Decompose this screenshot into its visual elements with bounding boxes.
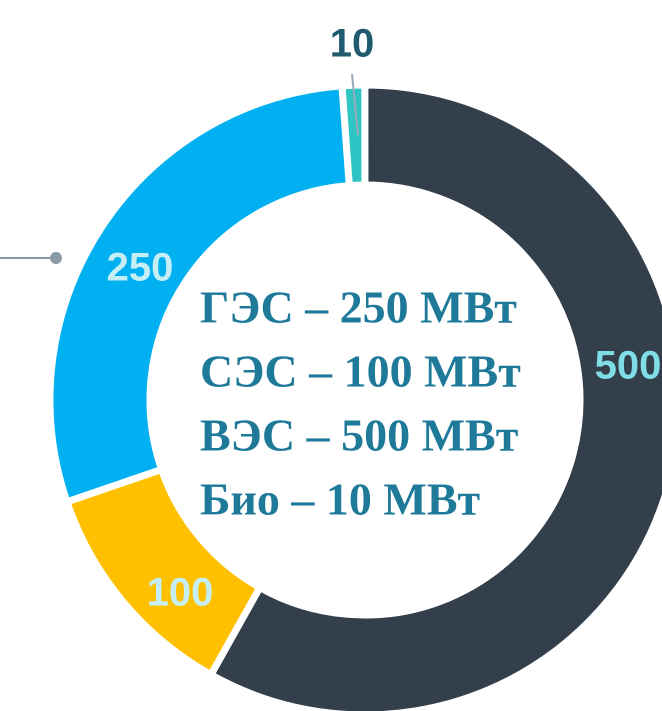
leader-dot [50, 252, 62, 264]
data-label: 500 [595, 344, 662, 388]
data-label: 10 [330, 22, 375, 66]
center-text: Био – 10 МВт [200, 474, 481, 525]
data-label: 100 [147, 571, 214, 615]
center-text: ВЭС – 500 МВт [200, 410, 519, 461]
center-text: ГЭС – 250 МВт [200, 282, 517, 333]
center-text: СЭС – 100 МВт [200, 346, 521, 397]
data-label: 250 [107, 246, 174, 290]
donut-slice [46, 82, 354, 507]
donut-slice [206, 81, 662, 711]
label-leader [351, 73, 359, 136]
